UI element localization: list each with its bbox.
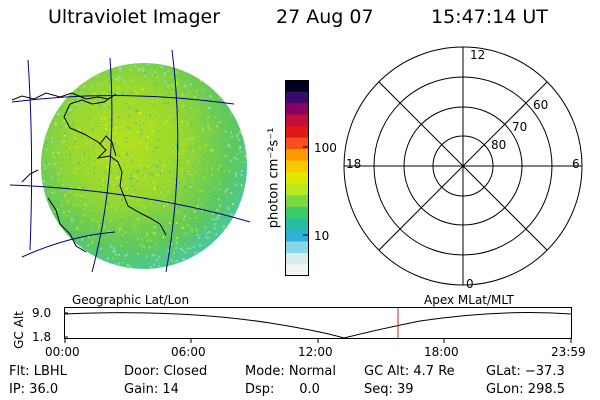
x-tick-0000: 00:00 xyxy=(45,345,80,359)
polar-mlt-6: 6 xyxy=(572,157,580,171)
time-label: 15:47:14 UT xyxy=(431,6,548,28)
timeline-right-title: Apex MLat/MLT xyxy=(424,293,514,307)
colorbar-segment xyxy=(285,149,309,162)
polar-lat-70: 70 xyxy=(512,120,528,134)
colorbar-segment xyxy=(285,218,309,231)
color-scale-bar xyxy=(285,80,309,277)
info-flt: Flt: LBHL xyxy=(9,364,67,379)
lat-lon-grid xyxy=(9,49,251,273)
colorbar-segment xyxy=(285,264,309,277)
info-glat: GLat: −37.3 xyxy=(486,364,565,379)
colorbar-segment xyxy=(285,195,309,208)
info-glon: GLon: 298.5 xyxy=(486,382,566,397)
instrument-title: Ultraviolet Imager xyxy=(48,6,221,28)
coastline xyxy=(11,92,167,253)
info-mode: Mode: Normal xyxy=(245,364,336,379)
polar-mlt-12: 12 xyxy=(470,48,486,62)
timeline-left-title: Geographic Lat/Lon xyxy=(72,293,190,307)
polar-lat-60: 60 xyxy=(533,98,549,112)
colorbar-segment xyxy=(285,91,309,104)
date-label: 27 Aug 07 xyxy=(276,6,374,28)
colorbar-segment xyxy=(285,80,309,93)
colorbar-segment xyxy=(285,126,309,139)
polar-lat-80: 80 xyxy=(491,138,507,152)
colorbar-segment xyxy=(285,160,309,173)
polar-mlt-18: 18 xyxy=(346,157,362,171)
info-gain: Gain: 14 xyxy=(124,382,179,397)
colorbar-segment xyxy=(285,172,309,185)
info-dsp: Dsp: 0.0 xyxy=(245,382,320,397)
timeline-y-bottom: 1.8 xyxy=(32,330,52,344)
x-tick-1200: 12:00 xyxy=(298,345,333,359)
colorbar-segment xyxy=(285,103,309,116)
colorbar-segment xyxy=(285,241,309,254)
altitude-curve xyxy=(64,312,572,339)
colorbar-tick-10: 10 xyxy=(314,229,330,243)
colorbar-segment xyxy=(285,183,309,196)
info-gc-alt: GC Alt: 4.7 Re xyxy=(364,364,455,379)
colorbar-segment xyxy=(285,206,309,219)
colorbar-segment xyxy=(285,114,309,127)
timeline-y-top: 9.0 xyxy=(32,306,52,320)
info-seq: Seq: 39 xyxy=(364,382,414,397)
emission-disc xyxy=(41,63,247,269)
info-door: Door: Closed xyxy=(124,364,208,379)
x-tick-1800: 18:00 xyxy=(424,345,459,359)
x-tick-0600: 06:00 xyxy=(171,345,206,359)
polar-mlt-0: 0 xyxy=(466,277,474,291)
x-tick-2359: 23:59 xyxy=(551,345,586,359)
colorbar-segment xyxy=(285,229,309,243)
info-ip: IP: 36.0 xyxy=(9,382,59,397)
colorbar-tick-100: 100 xyxy=(314,141,337,155)
colorbar-segment xyxy=(285,252,309,266)
